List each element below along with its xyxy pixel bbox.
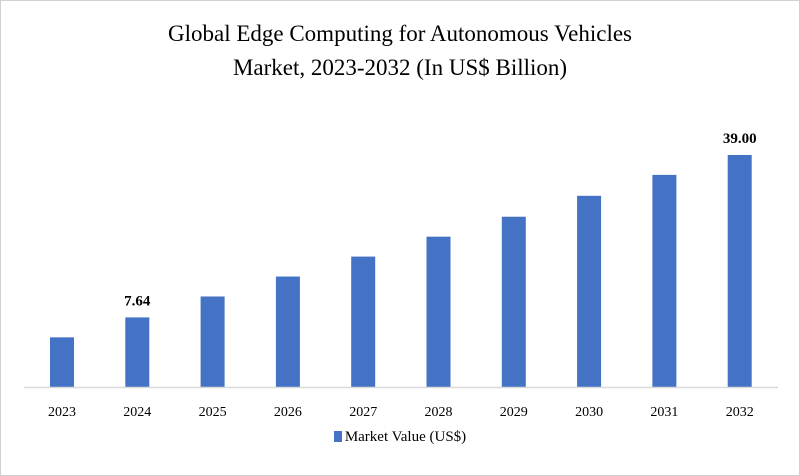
bar-2029 <box>501 216 526 387</box>
x-tick-label: 2025 <box>199 405 227 420</box>
chart-title-line-1: Global Edge Computing for Autonomous Veh… <box>167 21 632 46</box>
bar-2023 <box>50 337 74 387</box>
legend-swatch <box>333 431 342 442</box>
legend: Market Value (US$) <box>1 429 799 446</box>
x-tick-label: 2027 <box>349 405 377 420</box>
x-tick-label: 2031 <box>650 405 678 420</box>
bar-2026 <box>275 276 300 387</box>
data-label: 39.00 <box>723 131 757 147</box>
x-tick-label: 2026 <box>274 405 302 420</box>
x-tick-label: 2028 <box>425 405 453 420</box>
data-label: 7.64 <box>124 293 151 309</box>
x-tick-label: 2030 <box>575 405 603 420</box>
bar-2027 <box>351 256 376 387</box>
bar-2030 <box>577 195 602 387</box>
x-tick-label: 2029 <box>500 405 528 420</box>
bar-2028 <box>426 236 451 387</box>
chart-title-line-2: Market, 2023-2032 (In US$ Billion) <box>232 55 568 80</box>
bar-2031 <box>652 174 677 387</box>
x-tick-label: 2024 <box>123 405 151 420</box>
x-tick-label: 2032 <box>726 405 754 420</box>
bar-2032 <box>727 155 752 387</box>
x-tick-label: 2023 <box>48 405 76 420</box>
legend-label: Market Value (US$) <box>344 429 467 445</box>
bar-2025 <box>200 296 225 387</box>
bar-2024 <box>125 317 150 387</box>
chart-title: Global Edge Computing for Autonomous Veh… <box>1 17 799 85</box>
